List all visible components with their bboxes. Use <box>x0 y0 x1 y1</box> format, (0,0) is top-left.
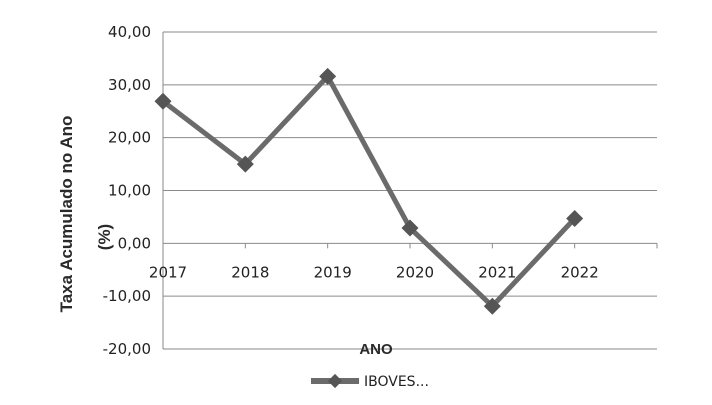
legend: IBOVES... <box>311 374 429 390</box>
x-tick-label: 2019 <box>314 263 352 281</box>
y-tick-label: 10,00 <box>108 182 151 200</box>
x-tick-label: 2017 <box>149 263 187 281</box>
legend-marker <box>328 374 342 388</box>
y-tick-label: 30,00 <box>108 76 151 94</box>
series-layer <box>155 68 584 315</box>
x-tick-marks <box>163 243 657 248</box>
y-axis-title-line2: (%) <box>95 224 114 250</box>
y-tick-label: 40,00 <box>108 23 151 41</box>
x-tick-label: 2021 <box>478 263 516 281</box>
y-tick-label: 0,00 <box>118 234 151 252</box>
y-tick-label: -20,00 <box>103 340 151 358</box>
legend-label: IBOVES... <box>364 374 429 390</box>
x-axis-title: ANO <box>359 341 393 358</box>
x-tick-label: 2020 <box>396 263 434 281</box>
gridlines <box>163 32 657 349</box>
y-tick-label: -10,00 <box>103 287 151 305</box>
y-tick-label: 20,00 <box>108 129 151 147</box>
y-tick-labels: 40,00 30,00 20,00 10,00 0,00 -10,00 -20,00 <box>103 23 151 358</box>
x-tick-label: 2018 <box>231 263 269 281</box>
y-axis-title-line1: Taxa Acumulado no Ano <box>57 116 76 313</box>
x-tick-label: 2022 <box>561 263 599 281</box>
